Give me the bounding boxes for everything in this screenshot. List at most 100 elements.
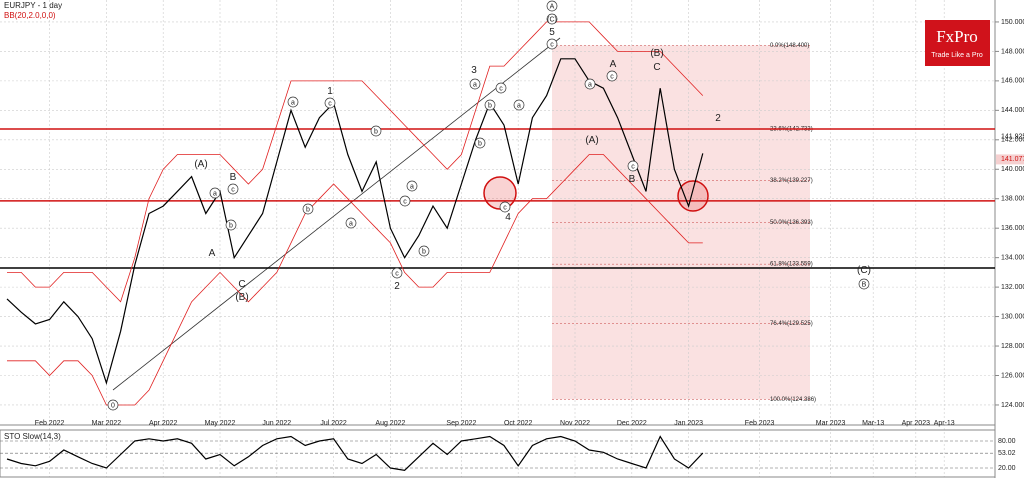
wave-label: a [473, 81, 477, 88]
fib-label: 0.0%(148.400) [770, 43, 809, 49]
wave-label: c [550, 41, 554, 48]
wave-circle [513, 99, 525, 111]
wave-circle [584, 78, 596, 90]
series-line [6, 435, 704, 471]
y-tick-label: 150.000 [1001, 19, 1024, 26]
fib-label: 100.0%(124.386) [770, 397, 816, 403]
wave-label: C [653, 62, 660, 73]
wave-circle [406, 180, 418, 192]
wave-label: b [229, 222, 233, 229]
x-tick-label: Mar-13 [862, 420, 884, 427]
sto-tick-label: 53.02 [998, 450, 1016, 457]
series-line [7, 154, 703, 406]
series-line [6, 58, 704, 385]
wave-label: 0 [111, 402, 115, 409]
wave-circle [484, 99, 496, 111]
logo-box [925, 20, 990, 66]
wave-label: (A) [194, 159, 207, 170]
x-tick-label: Sep 2022 [446, 420, 476, 427]
x-tick-label: Mar 2022 [92, 420, 122, 427]
y-tick-label: 132.000 [1001, 284, 1024, 291]
wave-circle [499, 201, 511, 213]
wave-circle [370, 125, 382, 137]
x-tick-label: Dec 2022 [617, 420, 647, 427]
wave-circle [606, 70, 618, 82]
wave-label: B [629, 174, 636, 185]
wave-label: b [306, 206, 310, 213]
wave-circle [391, 267, 403, 279]
wave-circle [225, 219, 237, 231]
wave-label: a [291, 99, 295, 106]
wave-circle [418, 245, 430, 257]
wave-label: a [410, 183, 414, 190]
fib-zone: 0.0%(148.400)23.6%(142.733)38.2%(139.227… [552, 43, 816, 403]
y-tick-label: 136.000 [1001, 225, 1024, 232]
wave-label: 3 [471, 65, 477, 76]
x-tick-label: Oct 2022 [504, 420, 533, 427]
wave-circle [546, 13, 558, 25]
wave-label: B [230, 172, 237, 183]
price-label: 141.077 [1001, 156, 1024, 163]
wave-label: a [213, 190, 217, 197]
y-tick-label: 148.000 [1001, 48, 1024, 55]
x-tick-label: Apr 2022 [149, 420, 178, 427]
wave-circle [345, 217, 357, 229]
wave-label: b [478, 140, 482, 147]
wave-label: A [550, 3, 555, 10]
wave-label: c [610, 73, 614, 80]
sto-tick-label: 20.00 [998, 465, 1016, 472]
wave-circle [399, 195, 411, 207]
wave-label: b [422, 248, 426, 255]
wave-label: A [610, 59, 617, 70]
chart-subtitle: BB(20,2.0,0,0) [4, 11, 56, 20]
wave-label: a [517, 102, 521, 109]
sto-title: STO Slow(14,3) [4, 432, 61, 441]
y-tick-label: 126.000 [1001, 372, 1024, 379]
wave-label: c [395, 270, 399, 277]
price-label: 141.925 [1001, 134, 1024, 141]
y-tick-label: 142.000 [1001, 137, 1024, 144]
y-tick-label: 130.000 [1001, 313, 1024, 320]
x-tick-label: Apr 2023 [902, 420, 931, 427]
wave-circle [287, 96, 299, 108]
fib-label: 38.2%(139.227) [770, 178, 813, 184]
wave-circle [227, 183, 239, 195]
wave-circle [546, 38, 558, 50]
wave-label: (B) [235, 292, 248, 303]
wave-circle [627, 160, 639, 172]
wave-label: c [631, 163, 635, 170]
x-tick-label: Nov 2022 [560, 420, 590, 427]
sto-tick-label: 80.00 [998, 438, 1016, 445]
wave-circle [469, 78, 481, 90]
wave-circle [209, 187, 221, 199]
channel-line [112, 37, 561, 391]
y-tick-label: 140.000 [1001, 166, 1024, 173]
y-tick-label: 138.000 [1001, 196, 1024, 203]
wave-label: 2 [715, 113, 721, 124]
y-tick-label: 128.000 [1001, 343, 1024, 350]
wave-label: c [328, 100, 332, 107]
wave-label: 2 [394, 281, 400, 292]
fib-label: 50.0%(136.393) [770, 220, 813, 226]
series-line [7, 21, 704, 303]
wave-label: a [349, 220, 353, 227]
x-tick-label: Feb 2023 [745, 420, 775, 427]
y-tick-label: 134.000 [1001, 254, 1024, 261]
x-tick-label: Mar 2023 [816, 420, 846, 427]
wave-label: c [403, 198, 407, 205]
wave-label: c [231, 186, 235, 193]
wave-circle [324, 97, 336, 109]
x-tick-label: Jan 2023 [674, 420, 703, 427]
wave-label: (C) [547, 16, 557, 23]
wave-label: 4 [505, 212, 511, 223]
x-tick-label: Apr-13 [934, 420, 955, 427]
x-tick-label: Jul 2022 [320, 420, 347, 427]
logo-name: FxPro [936, 27, 978, 46]
wave-label: A [209, 248, 216, 259]
x-tick-label: Feb 2022 [35, 420, 65, 427]
wave-circle [858, 278, 870, 290]
fib-label: 61.8%(133.559) [770, 262, 813, 268]
highlight-circle [677, 180, 709, 212]
